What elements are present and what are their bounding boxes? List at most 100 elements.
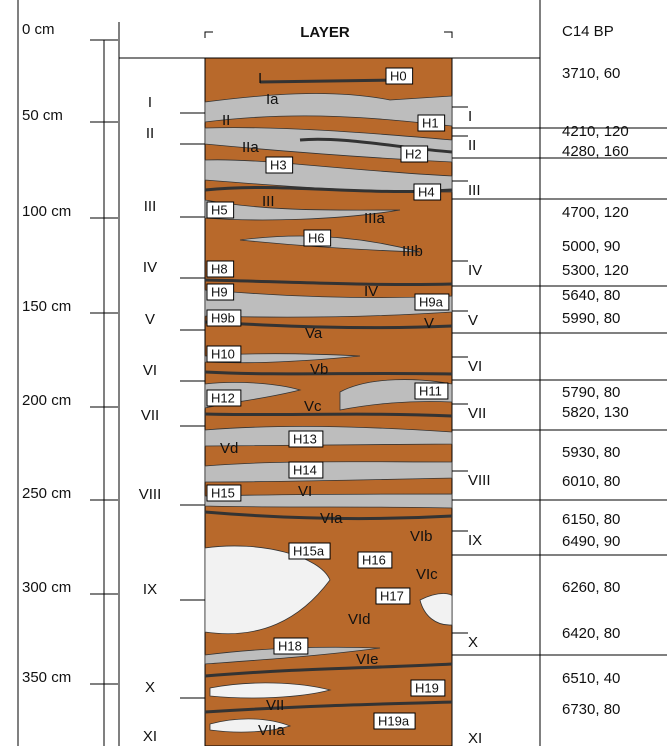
left-layer: IV — [143, 259, 157, 276]
depth-label: 0 cm — [22, 21, 55, 38]
right-layer: I — [468, 108, 472, 125]
c14-date: 5790, 80 — [562, 384, 620, 401]
sublayer-label: VI — [298, 483, 312, 500]
depth-label: 200 cm — [22, 392, 71, 409]
sample-box: H14 — [289, 462, 323, 478]
sample-label: H15a — [293, 543, 325, 558]
left-layer: I — [148, 94, 152, 111]
sublayer-label: Vb — [310, 361, 328, 378]
sample-box: H10 — [207, 346, 241, 362]
c14-date: 6260, 80 — [562, 579, 620, 596]
sample-box: H8 — [207, 261, 234, 277]
sample-box: H6 — [304, 230, 331, 246]
right-layer: VI — [468, 358, 482, 375]
sample-label: H15 — [211, 485, 235, 500]
sublayer-label: VII — [266, 697, 284, 714]
c14-date: 6420, 80 — [562, 625, 620, 642]
left-layer: VII — [141, 407, 159, 424]
sample-label: H2 — [405, 146, 422, 161]
depth-label: 350 cm — [22, 669, 71, 686]
sublayer-label: VIIa — [258, 722, 285, 739]
sample-box: H17 — [376, 588, 410, 604]
sublayer-label: IIIa — [364, 210, 386, 227]
depth-label: 50 cm — [22, 107, 63, 124]
c14-date: 5000, 90 — [562, 238, 620, 255]
sample-label: H19a — [378, 713, 410, 728]
sample-box: H3 — [266, 157, 293, 173]
sample-box: H16 — [358, 552, 392, 568]
sample-label: H19 — [415, 680, 439, 695]
sublayer-label: VIa — [320, 510, 343, 527]
sample-label: H8 — [211, 261, 228, 276]
depth-label: 100 cm — [22, 203, 71, 220]
c14-date: 6490, 90 — [562, 533, 620, 550]
right-layer: IV — [468, 262, 482, 279]
sample-label: H16 — [362, 552, 386, 567]
sample-label: H18 — [278, 638, 302, 653]
sublayer-label: I — [258, 70, 262, 87]
sublayer-label: Va — [305, 325, 323, 342]
sublayer-label: III — [262, 193, 275, 210]
c14-date: 6150, 80 — [562, 511, 620, 528]
sublayer-label: IV — [364, 283, 378, 300]
sublayer-label: VId — [348, 611, 371, 628]
sample-label: H10 — [211, 346, 235, 361]
sample-box: H15a — [289, 543, 330, 559]
sample-box: H12 — [207, 390, 241, 406]
c14-title: C14 BP — [562, 23, 614, 40]
sublayer-label: Vc — [304, 398, 322, 415]
left-layer: VI — [143, 362, 157, 379]
sample-label: H9 — [211, 284, 228, 299]
sample-label: H14 — [293, 462, 317, 477]
sublayer-label: Ia — [266, 91, 279, 108]
sample-label: H3 — [270, 157, 287, 172]
left-layer: VIII — [139, 486, 162, 503]
c14-date: 5640, 80 — [562, 287, 620, 304]
left-layer: V — [145, 311, 155, 328]
right-layer: X — [468, 634, 478, 651]
sample-label: H1 — [422, 115, 439, 130]
sample-box: H13 — [289, 431, 323, 447]
sublayer-label: VIc — [416, 566, 438, 583]
right-layer: III — [468, 182, 481, 199]
c14-date: 5930, 80 — [562, 444, 620, 461]
c14-date: 6010, 80 — [562, 473, 620, 490]
right-layer: II — [468, 137, 476, 154]
sample-box: H9 — [207, 284, 234, 300]
sample-box: H9a — [415, 294, 449, 310]
c14-date: 4280, 160 — [562, 143, 629, 160]
left-layer: III — [144, 198, 157, 215]
sample-box: H19a — [374, 713, 415, 729]
sample-box: H5 — [207, 202, 234, 218]
sublayer-label: VIe — [356, 651, 379, 668]
sample-box: H2 — [401, 146, 428, 162]
sample-box: H1 — [418, 115, 445, 131]
sample-label: H0 — [390, 68, 407, 83]
c14-date: 4210, 120 — [562, 123, 629, 140]
sublayer-label: II — [222, 112, 230, 129]
sample-label: H11 — [419, 383, 442, 398]
sample-label: H5 — [211, 202, 228, 217]
sublayer-label: VIb — [410, 528, 433, 545]
sample-box: H15 — [207, 485, 241, 501]
sample-label: H9a — [419, 294, 444, 309]
layer-title: LAYER — [300, 24, 350, 41]
sample-box: H11 — [415, 383, 448, 399]
c14-date: 5990, 80 — [562, 310, 620, 327]
right-layer: VIII — [468, 472, 491, 489]
sample-label: H9b — [211, 310, 235, 325]
depth-label: 150 cm — [22, 298, 71, 315]
sample-label: H12 — [211, 390, 235, 405]
sample-label: H4 — [418, 184, 435, 199]
left-layer: X — [145, 679, 155, 696]
depth-label: 300 cm — [22, 579, 71, 596]
sample-label: H17 — [380, 588, 404, 603]
sublayer-label: IIa — [242, 139, 259, 156]
right-layer: VII — [468, 405, 486, 422]
sample-box: H0 — [386, 68, 413, 84]
c14-date: 4700, 120 — [562, 204, 629, 221]
left-layer: XI — [143, 728, 157, 745]
c14-date: 5820, 130 — [562, 404, 629, 421]
sample-box: H19 — [411, 680, 445, 696]
stratigraphy-diagram: LAYERC14 BP0 cm50 cm100 cm150 cm200 cm25… — [0, 0, 667, 746]
